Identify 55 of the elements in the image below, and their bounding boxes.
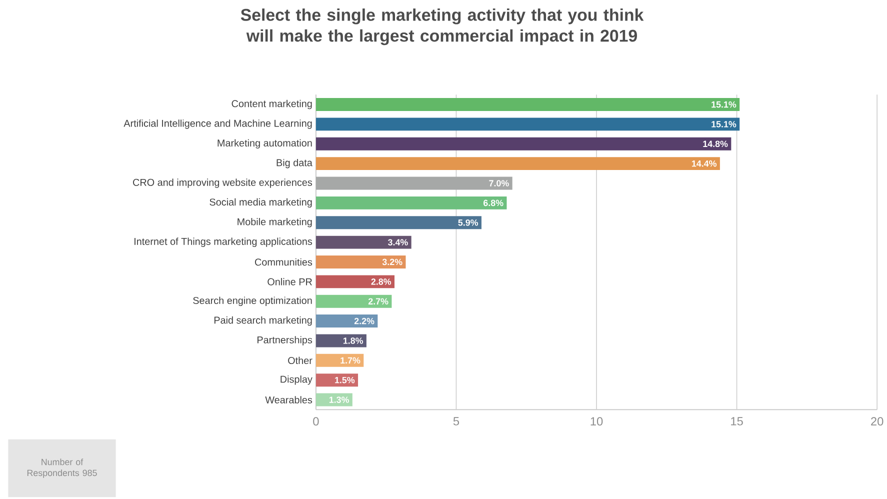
y-tick-label: Online PR: [268, 278, 312, 286]
y-tick-label: Big data: [276, 158, 312, 168]
data-label: 5.9%: [458, 219, 478, 226]
y-tick-label: Other: [288, 356, 312, 364]
y-tick-label: Artificial Intelligence and Machine Learning: [124, 119, 312, 129]
bar: [316, 354, 364, 367]
bar: [316, 294, 392, 308]
y-tick-label: Search engine optimization: [193, 296, 312, 306]
y-tick-label: Social media marketing: [210, 198, 312, 208]
y-tick-label: Paid search marketing: [214, 316, 312, 326]
bar: [316, 98, 740, 111]
x-tick-label: 20: [871, 416, 884, 426]
x-tick-label: 10: [590, 416, 603, 426]
bar: [316, 118, 740, 131]
data-label: 3.4%: [388, 238, 408, 246]
data-label: 3.2%: [382, 258, 402, 265]
text: Number of Respondents 985: [27, 458, 97, 478]
y-tick-label: Communities: [254, 258, 312, 266]
data-label: 6.8%: [483, 200, 504, 206]
data-label: 1.3%: [329, 396, 349, 403]
data-label: 2.8%: [371, 278, 392, 285]
bar: [316, 216, 482, 229]
y-tick-label: Mobile marketing: [238, 218, 312, 228]
data-label: 7.0%: [489, 180, 509, 186]
y-tick-label: Marketing automation: [218, 139, 312, 148]
bar: [316, 176, 512, 190]
y-tick-label: Partnerships: [258, 336, 312, 346]
y-tick-label: Content marketing: [232, 100, 312, 109]
bar: [316, 196, 507, 210]
data-label: 2.2%: [354, 318, 374, 324]
y-tick-label: Internet of Things marketing applications: [134, 238, 312, 247]
data-label: 14.8%: [703, 140, 728, 147]
bar: [316, 236, 412, 249]
y-tick-label: CRO and improving website experiences: [133, 178, 312, 188]
bar: [316, 314, 378, 328]
data-label: 1.5%: [335, 376, 355, 384]
bar: [316, 373, 358, 386]
bar: [316, 156, 720, 170]
x-tick-label: 15: [731, 416, 743, 426]
bar: [316, 255, 406, 268]
chart-title: Select the single marketing activity that you think will make the largest commercial impact in 2019: [240, 8, 644, 45]
bar: [316, 334, 366, 348]
data-label: 14.4%: [692, 160, 717, 167]
data-label: 15.1%: [712, 120, 736, 128]
data-label: 1.8%: [343, 337, 364, 344]
data-label: 1.7%: [340, 357, 360, 364]
y-tick-label: Display: [280, 375, 312, 385]
x-tick-label: 0: [313, 416, 319, 426]
y-tick-label: Wearables: [265, 396, 312, 404]
x-tick-label: 5: [453, 416, 460, 426]
data-label: 2.7%: [368, 298, 388, 304]
bar: [316, 275, 394, 288]
bar: [316, 137, 732, 150]
bar: [316, 393, 352, 406]
data-label: 15.1%: [712, 101, 736, 108]
